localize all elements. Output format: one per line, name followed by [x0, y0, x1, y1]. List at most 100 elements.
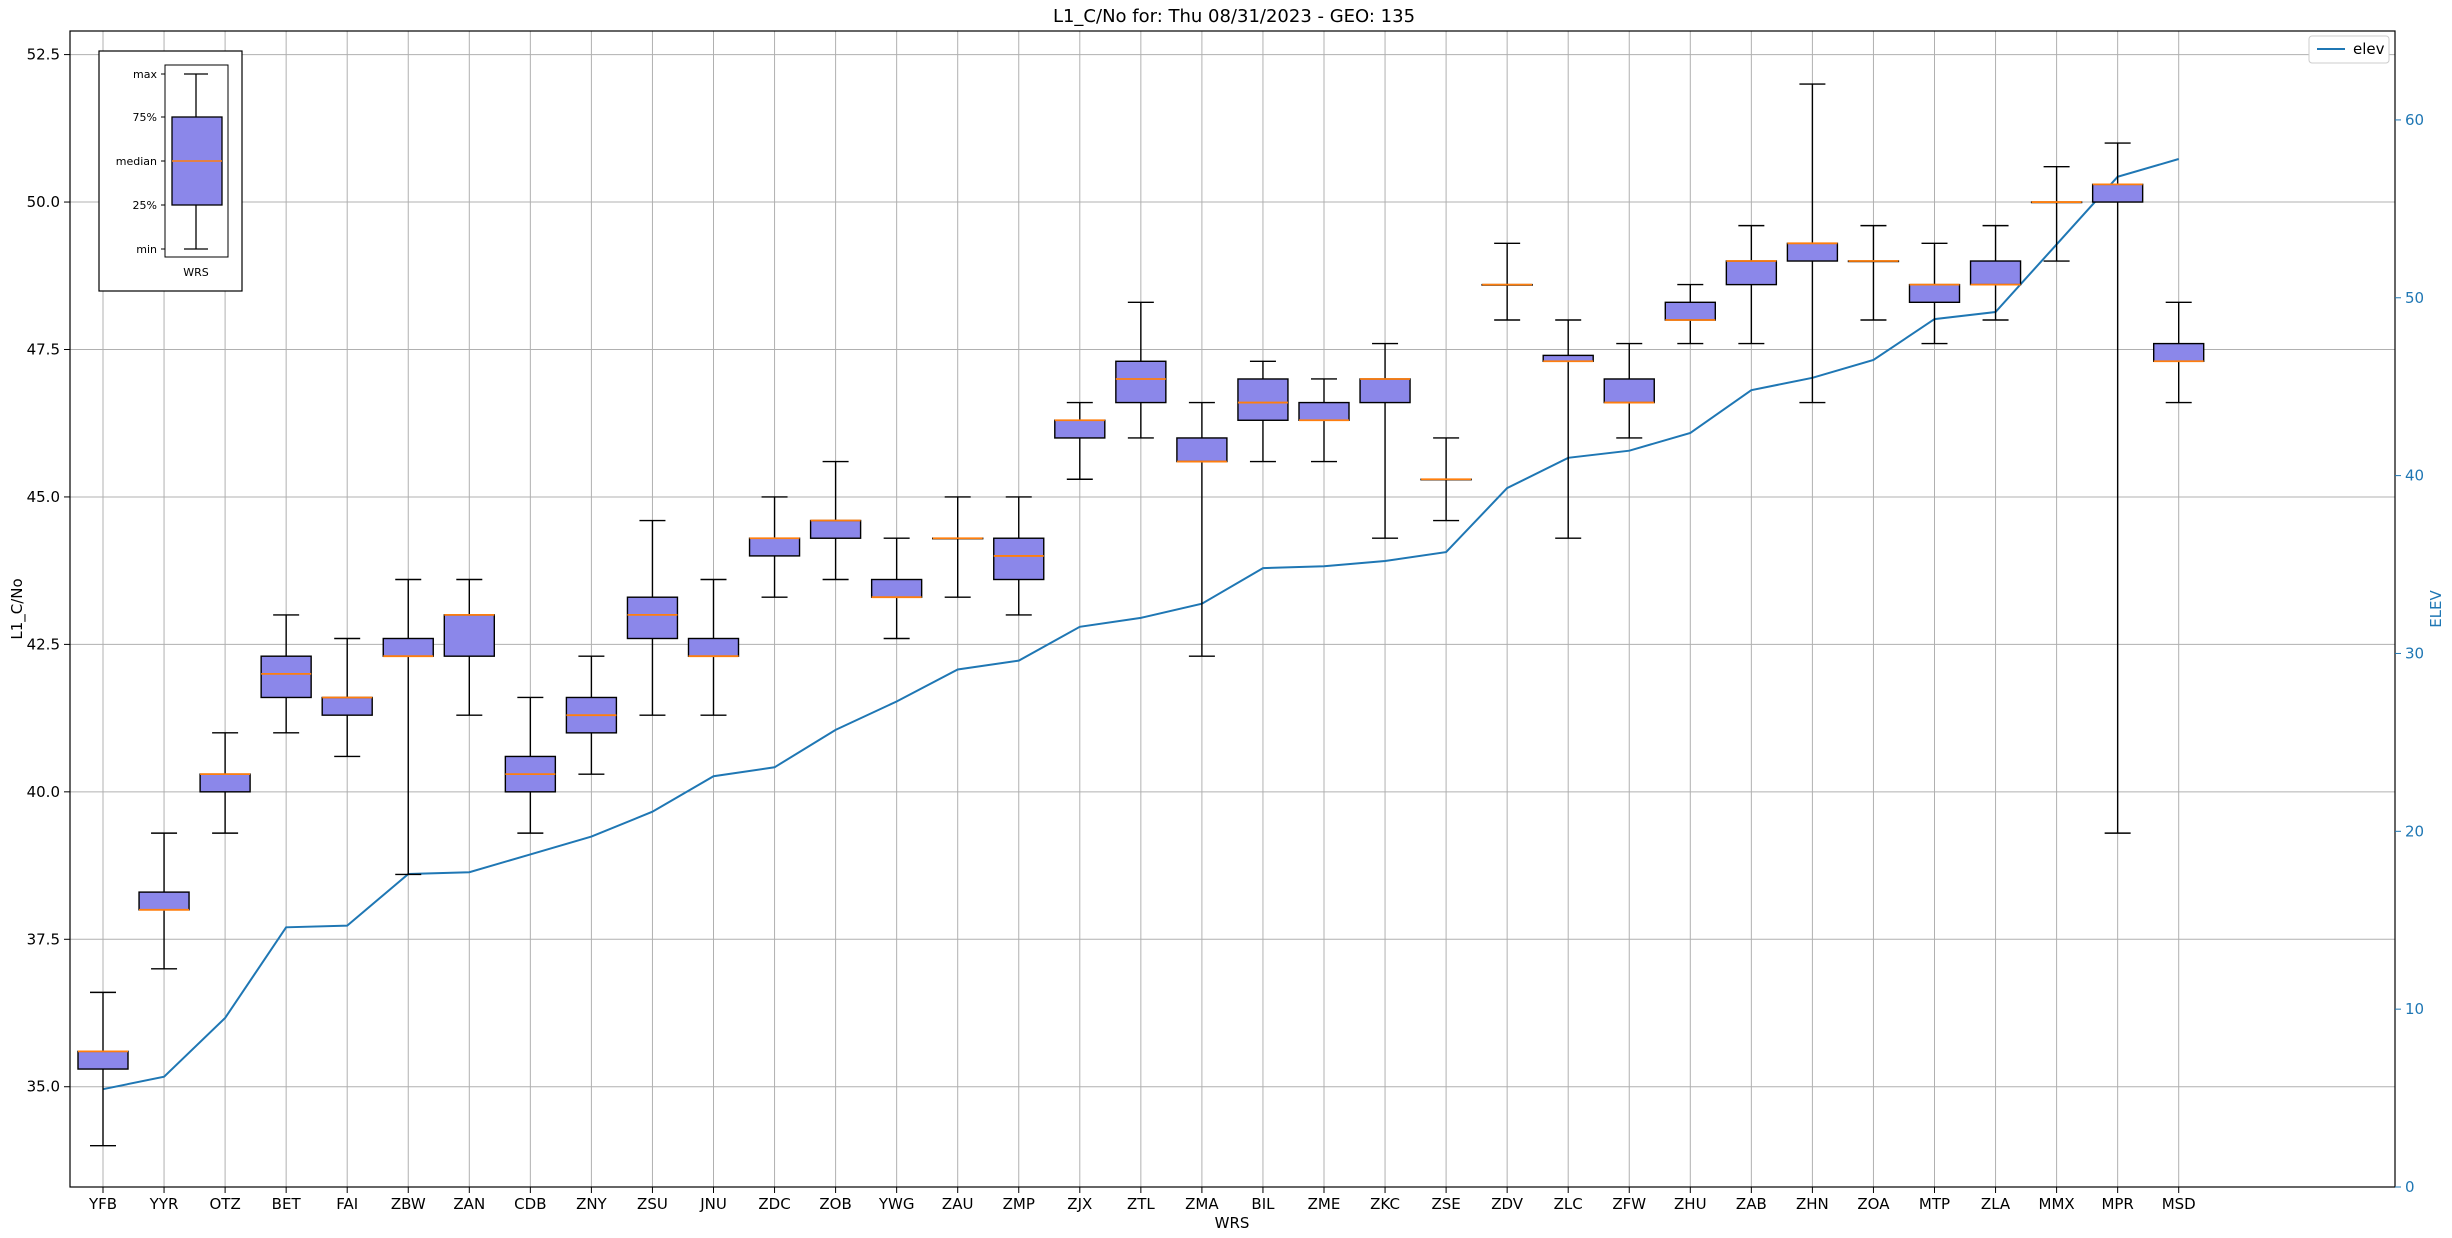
- x-tick-label: ZDV: [1491, 1195, 1524, 1213]
- y-right-tick-label: 60: [2405, 111, 2424, 129]
- box-mmx: [2030, 165, 2083, 262]
- inset-label-75: 75%: [133, 111, 157, 124]
- box-iqr: [626, 596, 679, 640]
- box-zjx: [1054, 401, 1106, 480]
- elev-line: [102, 158, 2179, 1091]
- box-iqr: [2091, 183, 2144, 203]
- x-tick-label: ZHN: [1796, 1195, 1829, 1213]
- box-iqr: [993, 537, 1045, 581]
- x-tick-label: YFB: [88, 1195, 117, 1213]
- box-iqr: [1176, 437, 1228, 463]
- box-jnu: [687, 578, 740, 716]
- y-right-tick-label: 30: [2405, 644, 2424, 662]
- box-otz: [199, 732, 251, 834]
- box-iqr: [1603, 378, 1655, 404]
- box-iqr: [138, 891, 190, 911]
- box-zoa: [1847, 224, 1900, 321]
- x-tick-label: MPR: [2101, 1195, 2133, 1213]
- x-tick-label: YYR: [149, 1195, 179, 1213]
- x-axis-title: WRS: [1215, 1214, 1250, 1232]
- box-zfw: [1603, 342, 1655, 439]
- x-tick-label: MTP: [1919, 1195, 1950, 1213]
- box-iqr: [1725, 260, 1778, 286]
- x-tick-label: ZSE: [1431, 1195, 1460, 1213]
- x-tick-label: OTZ: [209, 1195, 240, 1213]
- inset-label-25: 25%: [133, 199, 157, 212]
- box-iqr: [1054, 419, 1106, 439]
- box-zmp: [993, 496, 1045, 616]
- x-tick-label: ZSU: [637, 1195, 668, 1213]
- y-right-tick-label: 50: [2405, 289, 2424, 307]
- box-zhn: [1786, 83, 1839, 404]
- y-tick-label: 37.5: [27, 930, 60, 948]
- box-bet: [260, 614, 312, 734]
- x-tick-label: ZAU: [942, 1195, 974, 1213]
- box-iqr: [809, 519, 862, 539]
- box-zan: [443, 578, 495, 716]
- y-right-tick-label: 40: [2405, 467, 2424, 485]
- y-right-tick-label: 10: [2405, 1000, 2424, 1018]
- y-right-tick-label: 0: [2405, 1178, 2415, 1196]
- box-iqr: [1664, 301, 1717, 321]
- x-tick-label: MMX: [2039, 1195, 2075, 1213]
- box-msd: [2152, 301, 2205, 404]
- box-mpr: [2091, 142, 2144, 834]
- y-right-tick-label: 20: [2405, 822, 2424, 840]
- x-tick-label: YWG: [878, 1195, 915, 1213]
- y-axis-title: L1_C/No: [8, 578, 27, 639]
- box-iqr: [1115, 360, 1167, 404]
- x-tick-label: CDB: [514, 1195, 546, 1213]
- box-iqr: [1298, 401, 1350, 421]
- x-tick-label: ZMA: [1185, 1195, 1219, 1213]
- plot-frame: [69, 30, 2396, 1188]
- x-tick-label: ZHU: [1674, 1195, 1707, 1213]
- box-zla: [1969, 224, 2022, 321]
- x-tick-label: FAI: [336, 1195, 358, 1213]
- x-tick-label: ZFW: [1612, 1195, 1646, 1213]
- box-iqr: [1908, 283, 1961, 304]
- box-zhu: [1664, 283, 1717, 345]
- series-legend-frame: [2308, 35, 2390, 64]
- box-zob: [809, 460, 862, 581]
- box-iqr: [870, 578, 923, 598]
- box-bil: [1237, 360, 1289, 463]
- box-iqr: [2152, 342, 2205, 362]
- box-iqr: [321, 696, 373, 716]
- box-zse: [1420, 437, 1472, 522]
- box-iqr: [199, 773, 251, 793]
- box-iqr: [1359, 378, 1411, 404]
- inset-label-max: max: [133, 68, 157, 81]
- box-zme: [1298, 378, 1350, 463]
- box-ztl: [1115, 301, 1167, 439]
- box-yfb: [77, 991, 129, 1147]
- x-tick-label: ZTL: [1127, 1195, 1155, 1213]
- y-tick-label: 45.0: [27, 488, 60, 506]
- box-iqr: [382, 637, 434, 657]
- x-tick-label: BIL: [1251, 1195, 1275, 1213]
- box-mtp: [1908, 242, 1961, 345]
- x-tick-label: BET: [272, 1195, 302, 1213]
- box-zny: [565, 655, 618, 775]
- x-tick-label: ZKC: [1370, 1195, 1400, 1213]
- box-zkc: [1359, 342, 1411, 539]
- x-tick-label: ZLC: [1554, 1195, 1583, 1213]
- y-tick-label: 35.0: [27, 1078, 60, 1096]
- box-iqr: [1237, 378, 1289, 421]
- series-legend-label: elev: [2353, 40, 2385, 58]
- x-tick-label: JNU: [699, 1195, 727, 1213]
- inset-label-median: median: [116, 155, 157, 168]
- x-tick-label: ZDC: [758, 1195, 790, 1213]
- inset-xlabel: WRS: [183, 266, 209, 279]
- box-zdv: [1481, 242, 1533, 321]
- x-tick-label: ZJX: [1067, 1195, 1092, 1213]
- x-tick-label: ZOB: [819, 1195, 851, 1213]
- box-zlc: [1542, 319, 1594, 539]
- y-tick-label: 52.5: [27, 46, 60, 64]
- x-tick-label: ZNY: [576, 1195, 607, 1213]
- y-tick-label: 47.5: [27, 340, 60, 358]
- box-zbw: [382, 578, 434, 876]
- box-zdc: [748, 496, 801, 598]
- box-zau: [932, 496, 984, 598]
- y-tick-label: 40.0: [27, 783, 60, 801]
